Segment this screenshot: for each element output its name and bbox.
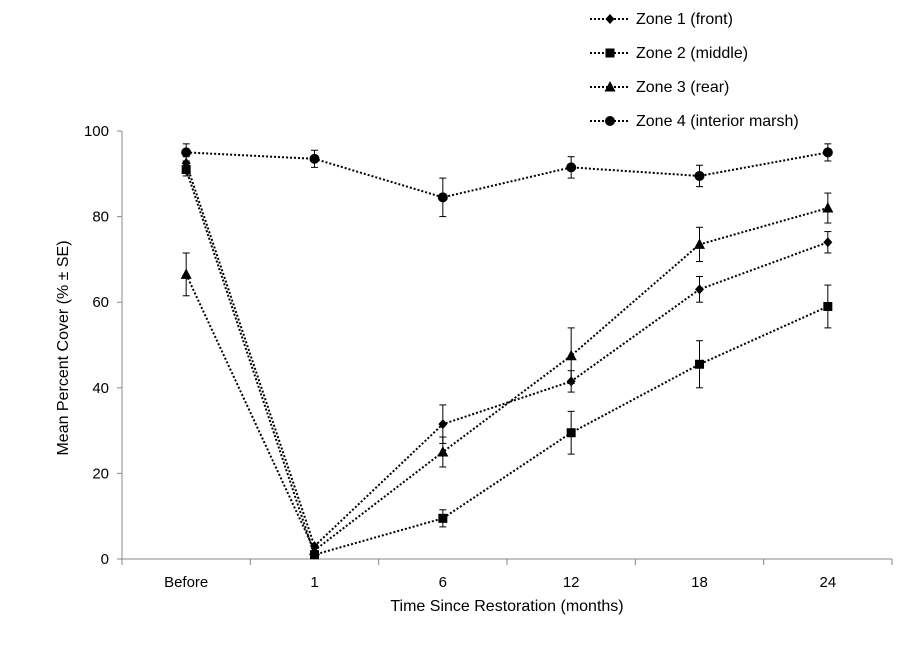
data-point <box>822 202 834 213</box>
data-point <box>437 192 448 203</box>
series-line-4 <box>186 151 829 199</box>
legend-item-2: Zone 2 (middle) <box>590 45 748 62</box>
legend-marker <box>605 14 615 24</box>
data-point <box>566 162 577 173</box>
data-point <box>822 147 833 158</box>
data-point <box>181 165 191 175</box>
data-point <box>181 147 192 158</box>
x-tick-label: 6 <box>439 574 447 591</box>
data-point <box>566 428 576 438</box>
data-point <box>437 446 449 457</box>
legend-label: Zone 3 (rear) <box>636 79 729 96</box>
data-point <box>438 419 448 430</box>
y-tick-label: 20 <box>92 465 109 482</box>
legend-item-3: Zone 3 (rear) <box>590 79 729 96</box>
y-tick-label: 40 <box>92 380 109 397</box>
y-tick-label: 0 <box>101 551 109 568</box>
data-point <box>823 301 833 311</box>
x-tick-label: 18 <box>691 574 708 591</box>
legend-marker <box>605 48 615 58</box>
series-lines <box>185 151 829 556</box>
series-line-3 <box>185 207 829 552</box>
x-tick-label: 12 <box>563 574 580 591</box>
legend-marker <box>605 116 615 126</box>
legend-label: Zone 1 (front) <box>636 11 733 28</box>
series-markers <box>180 147 834 560</box>
data-point <box>565 349 577 361</box>
x-tick-label: 24 <box>819 574 836 591</box>
data-point <box>695 359 704 369</box>
series-line-1 <box>185 162 829 548</box>
y-tick-label: 60 <box>92 294 109 311</box>
data-point <box>180 268 192 279</box>
y-tick-label: 100 <box>84 123 109 140</box>
legend-item-1: Zone 1 (front) <box>590 11 733 28</box>
y-tick-label: 80 <box>92 209 109 226</box>
data-point <box>694 170 705 181</box>
axes: 0 20 40 60 80 100 Before 1 6 12 18 24 <box>84 123 893 591</box>
error-bars <box>182 143 832 558</box>
series-line-2 <box>185 169 829 556</box>
x-tick-label: 1 <box>310 574 318 591</box>
x-axis-title: Time Since Restoration (months) <box>390 598 623 615</box>
data-point <box>438 513 448 523</box>
legend-item-4: Zone 4 (interior marsh) <box>590 113 799 130</box>
data-point <box>694 238 705 249</box>
data-point <box>309 153 320 164</box>
legend-label: Zone 4 (interior marsh) <box>636 113 799 130</box>
data-point <box>566 376 576 387</box>
data-point <box>309 544 320 555</box>
data-point <box>695 284 704 295</box>
legend-marker <box>604 81 616 92</box>
x-tick-label: Before <box>164 574 208 591</box>
legend-label: Zone 2 (middle) <box>636 45 748 62</box>
legend: Zone 1 (front) Zone 2 (middle) Zone 3 (rea… <box>590 11 799 130</box>
y-axis-title: Mean Percent Cover (% ± SE) <box>55 240 72 455</box>
data-point <box>823 237 833 248</box>
